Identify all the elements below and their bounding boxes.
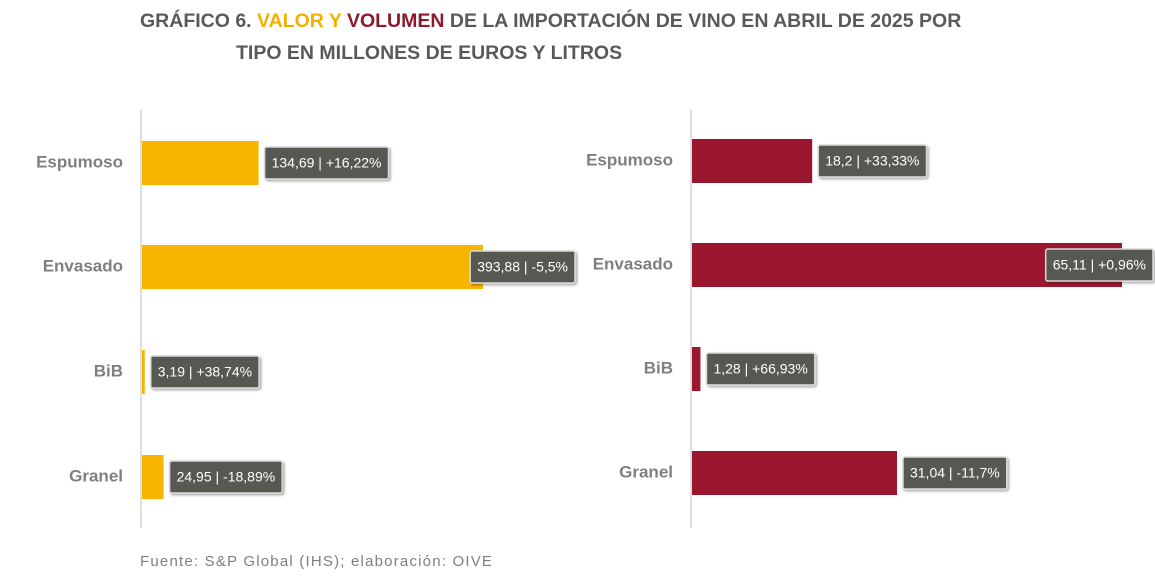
data-label-text: 393,88 | -5,5% [477, 259, 568, 275]
data-label-text: 3,19 | +38,74% [158, 364, 252, 380]
data-label-box [1044, 248, 1154, 282]
data-label: 1,28 | +66,93% [705, 352, 816, 386]
data-label: 31,04 | -11,7% [902, 456, 1008, 490]
data-label: 24,95 | -18,89% [168, 460, 283, 494]
chart-title: TIPO EN MILLONES DE EUROS Y LITROS [236, 42, 622, 64]
data-label: 134,69 | +16,22% [263, 146, 390, 180]
category-label: Envasado [43, 256, 123, 275]
data-label: 65,11 | +0,96% [1044, 248, 1154, 282]
data-label-text: 65,11 | +0,96% [1053, 257, 1146, 273]
data-label-box [168, 460, 283, 494]
category-label: Espumoso [36, 152, 123, 171]
data-label-box [705, 352, 816, 386]
category-label: Envasado [593, 254, 673, 273]
data-label: 3,19 | +38,74% [150, 355, 260, 389]
bar [692, 451, 897, 495]
category-label: Espumoso [586, 150, 673, 169]
category-label: BiB [644, 358, 673, 377]
source: Fuente: S&P Global (IHS); elaboración: O… [140, 553, 493, 570]
title-part: GRÁFICO 6. [140, 9, 257, 32]
data-label-text: 24,95 | -18,89% [177, 469, 276, 485]
data-label-box [817, 144, 928, 178]
chart-title: GRÁFICO 6. VALOR Y VOLUMEN DE LA IMPORTA… [140, 8, 961, 32]
category-label: Granel [619, 462, 673, 481]
data-label-text: 18,2 | +33,33% [825, 153, 919, 169]
title-part: VALOR Y [257, 10, 342, 32]
data-label: 18,2 | +33,33% [817, 144, 928, 178]
category-label: BiB [94, 361, 123, 380]
data-label-box [902, 456, 1008, 490]
data-label-text: 31,04 | -11,7% [910, 465, 1000, 481]
bar [692, 139, 813, 183]
bar [142, 455, 164, 499]
data-label-text: 134,69 | +16,22% [272, 155, 382, 171]
data-label-box [263, 146, 390, 180]
data-label-text: 1,28 | +66,93% [713, 361, 807, 377]
bar [142, 350, 145, 394]
data-label: 393,88 | -5,5% [469, 250, 576, 284]
title-part: TIPO EN MILLONES DE EUROS Y LITROS [236, 42, 622, 64]
title-part: VOLUMEN [342, 10, 445, 32]
bar [142, 141, 259, 185]
title-part: DE LA IMPORTACIÓN DE VINO EN ABRIL DE 20… [444, 8, 961, 32]
bar [692, 347, 701, 391]
data-label-box [469, 250, 576, 284]
bar [142, 245, 483, 289]
category-label: Granel [69, 466, 123, 485]
data-label-box [150, 355, 260, 389]
